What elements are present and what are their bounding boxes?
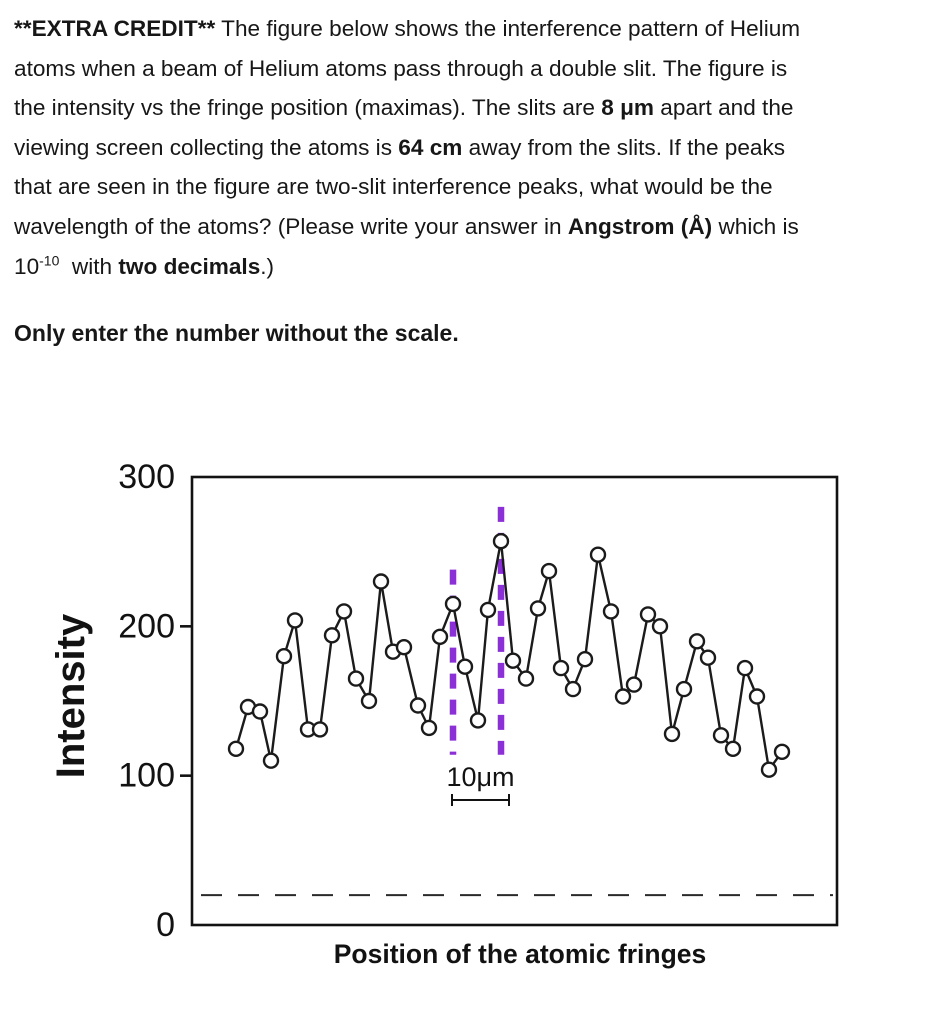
- data-point: [614, 688, 632, 705]
- question-plain-text: the intensity vs the fringe position (ma…: [14, 95, 602, 121]
- question-plain-text: viewing screen collecting the atoms is: [14, 134, 399, 160]
- data-point: [227, 740, 245, 757]
- question-bold-text: Angstrom (Å): [567, 213, 713, 239]
- data-point: [760, 761, 778, 778]
- question-plain-text: The figure below shows the interference …: [215, 16, 801, 41]
- scale-bar-label: 10μm: [446, 762, 514, 792]
- data-point: [251, 703, 269, 720]
- data-point: [431, 628, 449, 646]
- data-point: [517, 670, 535, 687]
- y-axis-title: Intensity: [49, 613, 93, 778]
- data-point: [360, 692, 378, 710]
- data-point: [540, 562, 558, 580]
- question-superscript: -10: [39, 252, 60, 269]
- data-point: [564, 680, 582, 698]
- data-point: [335, 603, 353, 620]
- question-bold-text: **EXTRA CREDIT**: [14, 16, 216, 41]
- data-point: [663, 725, 681, 743]
- question-plain-text: away from the slits. If the peaks: [462, 134, 786, 160]
- data-point: [444, 595, 462, 613]
- data-point: [552, 659, 570, 677]
- y-tick-label: 300: [118, 458, 175, 496]
- data-point: [688, 633, 706, 650]
- data-point: [529, 600, 547, 617]
- data-point: [372, 573, 390, 590]
- data-point: [675, 680, 693, 698]
- data-point: [286, 612, 304, 629]
- question-plain-text: .): [260, 253, 275, 279]
- y-tick-label: 200: [118, 607, 175, 645]
- data-point: [323, 627, 341, 644]
- answer-instruction: Only enter the number without the scale.: [14, 320, 459, 346]
- data-point: [262, 752, 280, 769]
- question-bold-text: 8 μm: [601, 95, 655, 121]
- data-point: [651, 618, 669, 635]
- question-plain-text: which is: [712, 213, 799, 239]
- data-point: [347, 670, 365, 687]
- data-line: [234, 540, 783, 771]
- question-plain-text: that are seen in the figure are two-slit…: [14, 174, 773, 200]
- data-point: [395, 638, 413, 656]
- data-point: [712, 727, 730, 744]
- interference-pattern-figure: 0 100 200 300 10μm Intensity Position of the a…: [0, 434, 950, 1029]
- question-plain-text: with: [59, 253, 119, 279]
- question-bold-text: 64 cm: [398, 134, 463, 160]
- data-point: [311, 721, 329, 738]
- data-point: [602, 603, 620, 620]
- data-point: [492, 532, 510, 550]
- data-point: [576, 650, 594, 668]
- plot-border: [190, 475, 839, 927]
- data-point: [275, 647, 293, 665]
- question-bold-text: two decimals: [118, 253, 261, 279]
- data-point: [409, 697, 427, 714]
- question-text: **EXTRA CREDIT** The figure below shows …: [14, 9, 950, 286]
- data-point: [625, 676, 643, 693]
- data-point: [639, 606, 657, 623]
- data-point: [724, 740, 742, 757]
- intensity-vs-position-chart: 0 100 200 300 10μm Intensity Position of the a…: [49, 458, 839, 969]
- data-point: [456, 658, 474, 675]
- data-point: [469, 712, 487, 729]
- y-tick-label: 0: [156, 906, 175, 944]
- data-point: [420, 719, 438, 737]
- data-point: [699, 649, 717, 666]
- question-plain-text: wavelength of the atoms? (Please write y…: [14, 213, 568, 239]
- data-point: [479, 601, 497, 619]
- data-point: [504, 652, 522, 669]
- question-plain-text: apart and the: [654, 95, 794, 121]
- y-tick-label: 100: [118, 757, 175, 795]
- data-point: [773, 743, 791, 760]
- x-axis-title: Position of the atomic fringes: [334, 939, 707, 969]
- data-point: [736, 659, 754, 677]
- data-point: [748, 688, 766, 705]
- question-plain-text: atoms when a beam of Helium atoms pass t…: [14, 55, 788, 81]
- data-point: [589, 546, 607, 563]
- question-plain-text: 10: [14, 253, 40, 279]
